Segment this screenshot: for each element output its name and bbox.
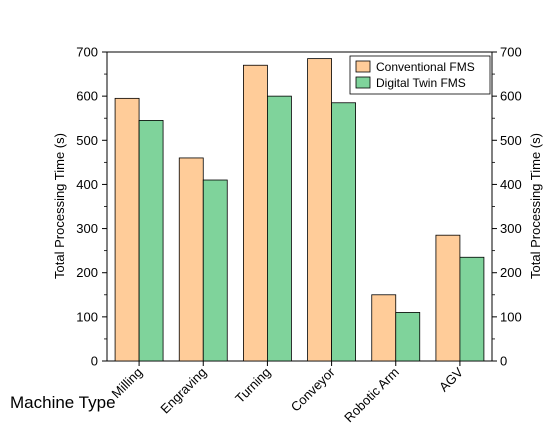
bar-robotic-arm-conventional (371, 294, 397, 362)
bar-engraving-conventional (178, 157, 204, 362)
y-tick-label-left: 600 (76, 89, 98, 104)
y-tick-label-left: 500 (76, 133, 98, 148)
bar-engraving-digital-twin (202, 179, 228, 362)
plot-frame (106, 51, 493, 362)
bar-milling-digital-twin (138, 120, 164, 362)
y-tick-label-right: 100 (500, 309, 522, 324)
legend: Conventional FMS Digital Twin FMS (349, 55, 491, 95)
y-tick-label-left: 400 (76, 177, 98, 192)
y-tick-label-right: 0 (500, 354, 507, 369)
y-axis-title-left: Total Processing Time (s) (52, 133, 67, 279)
x-tick-label-turning: Turning (232, 365, 273, 406)
bar-turning-conventional (243, 64, 268, 362)
y-tick-label-right: 500 (500, 133, 522, 148)
bar-conveyor-conventional (307, 58, 332, 362)
y-tick-label-left: 100 (76, 309, 98, 324)
bars-group (114, 58, 485, 366)
y-tick-label-right: 200 (500, 265, 522, 280)
y-tick-label-right: 700 (500, 45, 522, 60)
y-tick-label-right: 600 (500, 89, 522, 104)
legend-swatch-digital-twin (355, 76, 371, 89)
y-tick-label-right: 300 (500, 221, 522, 236)
right-axis: 0 100 200 300 400 500 600 700 (492, 45, 522, 369)
x-tick-label-engraving: Engraving (157, 365, 209, 417)
bar-robotic-arm-digital-twin (395, 312, 421, 362)
bar-conveyor-digital-twin (331, 102, 356, 362)
y-tick-label-left: 0 (91, 354, 98, 369)
y-tick-label-left: 300 (76, 221, 98, 236)
x-axis-title: Machine Type (10, 393, 116, 412)
y-tick-label-left: 200 (76, 265, 98, 280)
bar-turning-digital-twin (267, 95, 292, 362)
y-tick-label-left: 700 (76, 45, 98, 60)
left-axis: 0 100 200 300 400 500 600 700 (76, 45, 107, 369)
legend-label-digital-twin: Digital Twin FMS (376, 76, 466, 90)
legend-swatch-conventional (355, 60, 371, 73)
x-tick-label-robotic-arm: Robotic Arm (341, 365, 402, 426)
bar-agv-conventional (435, 234, 461, 362)
legend-frame (349, 55, 491, 95)
x-tick-label-agv: AGV (436, 364, 466, 394)
category-labels: Milling Engraving Turning Conveyor Robotic A… (109, 364, 467, 425)
legend-label-conventional: Conventional FMS (376, 60, 475, 74)
y-tick-label-right: 400 (500, 177, 522, 192)
bar-agv-digital-twin (459, 256, 485, 362)
x-tick-label-conveyor: Conveyor (288, 364, 338, 414)
y-axis-title-right: Total Processing Time (s) (528, 133, 543, 279)
bar-milling-conventional (114, 97, 140, 362)
